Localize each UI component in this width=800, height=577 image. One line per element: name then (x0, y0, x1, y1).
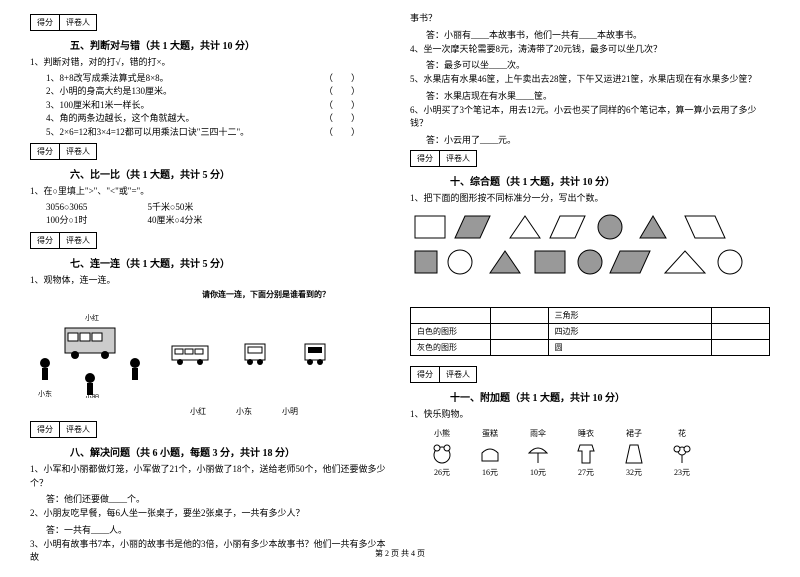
grader-label: 评卷人 (60, 15, 96, 30)
section-11-title: 十一、附加题（共 1 大题，共计 10 分） (450, 389, 770, 404)
shop-item: 睡衣 27元 (574, 428, 598, 478)
flower-icon (670, 441, 694, 465)
classification-table: 三角形 白色的图形四边形 灰色的图形圆 (410, 307, 770, 356)
pajama-icon (574, 441, 598, 465)
svg-text:小明: 小明 (85, 393, 99, 398)
shop-item: 裙子 32元 (622, 428, 646, 478)
svg-text:小红: 小红 (85, 313, 99, 322)
score-box: 得分 评卷人 (410, 150, 477, 167)
view-names: 小红 小东 小明 (190, 406, 390, 417)
a5: 答：水果店现在有水果____筐。 (426, 89, 770, 102)
sec5-intro: 1、判断对错，对的打√，错的打×。 (30, 56, 390, 70)
page-footer: 第 2 页 共 4 页 (0, 548, 800, 559)
section-8-title: 八、解决问题（共 6 小题，每题 3 分，共计 18 分） (70, 444, 390, 459)
sec5-item: 4、角的两条边越长，这个角就越大。（ ） (46, 112, 390, 126)
shop-item: 蛋糕 16元 (478, 428, 502, 478)
sec5-item: 1、8+8改写成乘法算式是8×8。（ ） (46, 72, 390, 86)
a3: 答：小丽有____本故事书，他们一共有____本故事书。 (426, 28, 770, 41)
shop-item: 花 23元 (670, 428, 694, 478)
skirt-icon (622, 441, 646, 465)
sec7-intro: 1、观物体，连一连。 (30, 274, 390, 288)
a6: 答：小云用了____元。 (426, 133, 770, 146)
a1: 答：他们还要做____个。 (46, 492, 390, 505)
sec7-prompt: 请你连一连，下面分别是谁看到的？ (50, 289, 330, 300)
sec5-item: 2、小明的身高大约是130厘米。（ ） (46, 85, 390, 99)
score-box: 得分 评卷人 (30, 421, 97, 438)
score-box: 得分 评卷人 (30, 14, 97, 31)
shop-row: 小熊 26元 蛋糕 16元 雨伞 10元 睡衣 27元 裙子 (430, 428, 770, 478)
section-6-title: 六、比一比（共 1 大题，共计 5 分） (70, 166, 390, 181)
shapes-icon (410, 211, 750, 301)
q6: 6、小明买了3个笔记本，用去12元。小云也买了同样的6个笔记本，算一算小云用了多… (410, 104, 770, 131)
score-label: 得分 (31, 15, 60, 30)
section-10-title: 十、综合题（共 1 大题，共计 10 分） (450, 173, 770, 188)
q1: 1、小军和小丽都做灯笼，小军做了21个，小丽做了18个，送给老师50个，他们还要… (30, 463, 390, 490)
sec10-intro: 1、把下面的图形按不同标准分一分，写出个数。 (410, 192, 770, 206)
sec5-item: 3、100厘米和1米一样长。（ ） (46, 99, 390, 113)
score-box: 得分 评卷人 (30, 143, 97, 160)
scene-icon: 小红 小东 小明 (30, 308, 150, 398)
q4: 4、坐一次摩天轮需要8元，涛涛带了20元钱，最多可以坐几次？ (410, 43, 770, 57)
shapes-area (410, 211, 770, 301)
score-box: 得分 评卷人 (30, 232, 97, 249)
score-box: 得分 评卷人 (410, 366, 477, 383)
section-7-title: 七、连一连（共 1 大题，共计 5 分） (70, 255, 390, 270)
q3-cont: 事书？ (410, 12, 770, 26)
umbrella-icon (526, 441, 550, 465)
bus-front-icon (240, 341, 270, 366)
q2: 2、小朋友吃早餐，每6人坐一张桌子，要坐2张桌子，一共有多少人？ (30, 507, 390, 521)
bus-back-icon (300, 341, 330, 366)
bus-side-icon (170, 341, 210, 366)
shop-item: 小熊 26元 (430, 428, 454, 478)
sec11-intro: 1、快乐购物。 (410, 408, 770, 422)
sec5-item: 5、2×6=12和3×4=12都可以用乘法口诀"三四十二"。（ ） (46, 126, 390, 140)
section-5-title: 五、判断对与错（共 1 大题，共计 10 分） (70, 37, 390, 52)
compare-line: 100分○1时40厘米○4分米 (46, 214, 390, 228)
svg-text:小东: 小东 (38, 389, 52, 398)
a4: 答：最多可以坐____次。 (426, 58, 770, 71)
a2: 答：一共有____人。 (46, 523, 390, 536)
bus-scene: 小红 小东 小明 (30, 308, 390, 398)
bus-views (170, 341, 330, 366)
shop-item: 雨伞 10元 (526, 428, 550, 478)
bear-icon (430, 441, 454, 465)
q5: 5、水果店有水果46筐，上午卖出去28筐，下午又运进21筐，水果店现在有水果多少… (410, 73, 770, 87)
cake-icon (478, 441, 502, 465)
compare-line: 3056○30655千米○50米 (46, 201, 390, 215)
sec6-intro: 1、在○里填上">"、"<"或"="。 (30, 185, 390, 199)
